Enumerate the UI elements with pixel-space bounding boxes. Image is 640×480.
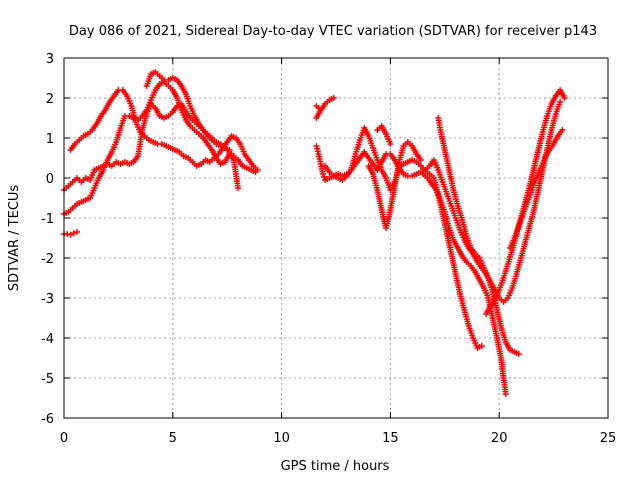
data-point bbox=[70, 230, 77, 237]
series-segment-h bbox=[313, 103, 324, 113]
data-point bbox=[561, 95, 568, 101]
data-point bbox=[235, 185, 242, 191]
x-tick-label: 20 bbox=[491, 431, 508, 446]
series-segment-c bbox=[67, 87, 261, 173]
y-tick-label: 1 bbox=[46, 132, 54, 147]
data-point bbox=[317, 107, 324, 113]
series-segment-j bbox=[365, 139, 424, 231]
series-segment-d bbox=[143, 69, 233, 153]
data-point-trail bbox=[321, 174, 328, 180]
series-segment-l bbox=[420, 171, 509, 397]
y-tick-label: 3 bbox=[46, 52, 54, 67]
data-points bbox=[61, 69, 568, 397]
axis-ticks: 0 5 10 15 20 25 -6 -5 -4 -3 -2 -1 0 1 2 3 bbox=[41, 52, 616, 446]
data-point bbox=[515, 351, 522, 357]
plot-frame bbox=[63, 57, 609, 419]
data-point bbox=[74, 229, 81, 235]
y-tick-label: 0 bbox=[46, 172, 54, 187]
y-tick-label: -6 bbox=[41, 412, 54, 427]
data-point bbox=[417, 157, 424, 163]
y-axis-label: SDTVAR / TECUs bbox=[7, 185, 22, 292]
data-point bbox=[64, 231, 71, 237]
series-segment-e bbox=[61, 229, 81, 238]
data-point bbox=[319, 171, 326, 177]
x-tick-label: 25 bbox=[600, 431, 617, 446]
data-point bbox=[67, 231, 74, 238]
x-tick-label: 15 bbox=[382, 431, 399, 446]
data-point bbox=[478, 343, 485, 349]
series-segment-b bbox=[61, 79, 242, 217]
data-point bbox=[226, 147, 233, 153]
x-tick-label: 5 bbox=[169, 431, 177, 446]
series-segment-m bbox=[435, 115, 522, 357]
y-tick-label: -1 bbox=[41, 212, 54, 227]
data-point bbox=[557, 99, 564, 105]
y-tick-label: -3 bbox=[41, 292, 54, 307]
y-tick-label: -4 bbox=[41, 332, 54, 347]
x-axis-label: GPS time / hours bbox=[281, 459, 390, 474]
x-tick-label: 10 bbox=[273, 431, 290, 446]
data-point bbox=[502, 391, 509, 397]
data-point bbox=[254, 167, 261, 173]
series-segment-k bbox=[374, 123, 394, 147]
data-point bbox=[387, 141, 394, 147]
data-point bbox=[559, 127, 566, 133]
y-tick-label: -2 bbox=[41, 252, 54, 267]
y-tick-label: -5 bbox=[41, 372, 54, 387]
chart-title: Day 086 of 2021, Sidereal Day-to-day VTE… bbox=[69, 24, 597, 39]
series-segment-o bbox=[507, 127, 566, 251]
y-tick-label: 2 bbox=[46, 92, 54, 107]
x-tick-label: 0 bbox=[60, 431, 68, 446]
data-point bbox=[330, 95, 337, 101]
